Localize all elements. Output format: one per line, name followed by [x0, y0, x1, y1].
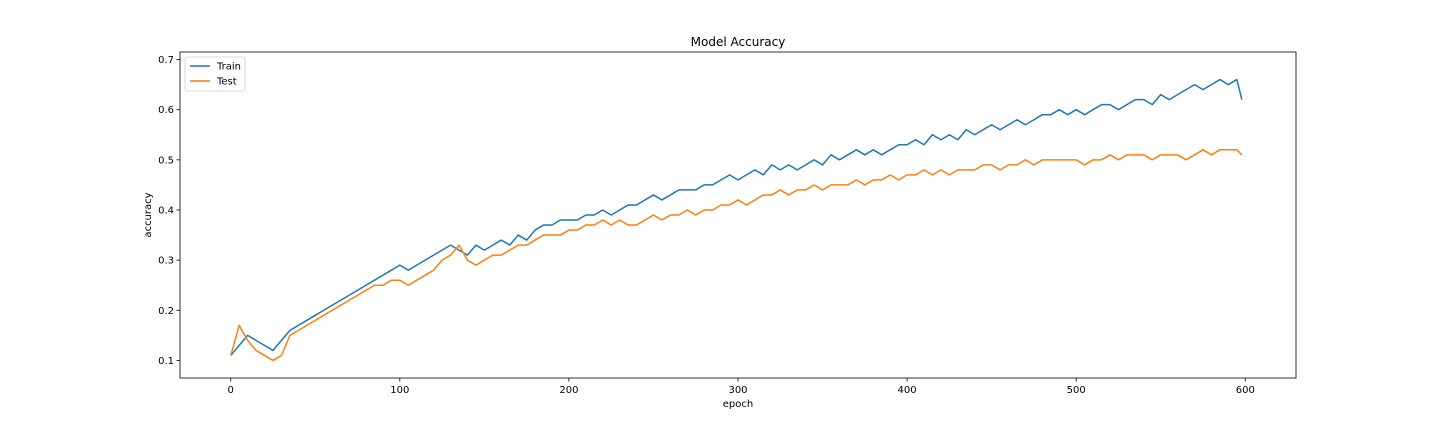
plot-frame [179, 51, 1297, 379]
y-tick-label: 0.4 [158, 205, 174, 216]
x-tick-label: 400 [898, 385, 917, 396]
legend-label-train: Train [216, 62, 241, 73]
x-tick-label: 600 [1236, 385, 1255, 396]
legend-label-test: Test [216, 77, 237, 88]
legend: Train Test [184, 56, 246, 92]
chart-title: Model Accuracy [691, 35, 786, 49]
x-tick-label: 100 [390, 385, 409, 396]
y-tick-label: 0.3 [158, 256, 174, 267]
y-tick-label: 0.5 [158, 155, 174, 166]
y-tick-label: 0.7 [158, 55, 174, 66]
x-axis-label: epoch [723, 399, 753, 410]
x-tick-label: 200 [559, 385, 578, 396]
y-tick-label: 0.6 [158, 105, 174, 116]
y-tick-label: 0.1 [158, 356, 174, 367]
y-tick-label: 0.2 [158, 306, 174, 317]
x-tick-label: 0 [228, 385, 234, 396]
y-axis-label: accuracy [143, 192, 154, 237]
series-line-test [230, 149, 1243, 362]
axes: 0 100 200 300 400 500 600 0.1 0.2 0.3 0.4 0.5 0.6 0.7 [158, 51, 1297, 396]
x-tick-label: 300 [728, 385, 747, 396]
plot-area [230, 78, 1243, 362]
series-line-train [230, 78, 1243, 356]
x-tick-label: 500 [1067, 385, 1086, 396]
